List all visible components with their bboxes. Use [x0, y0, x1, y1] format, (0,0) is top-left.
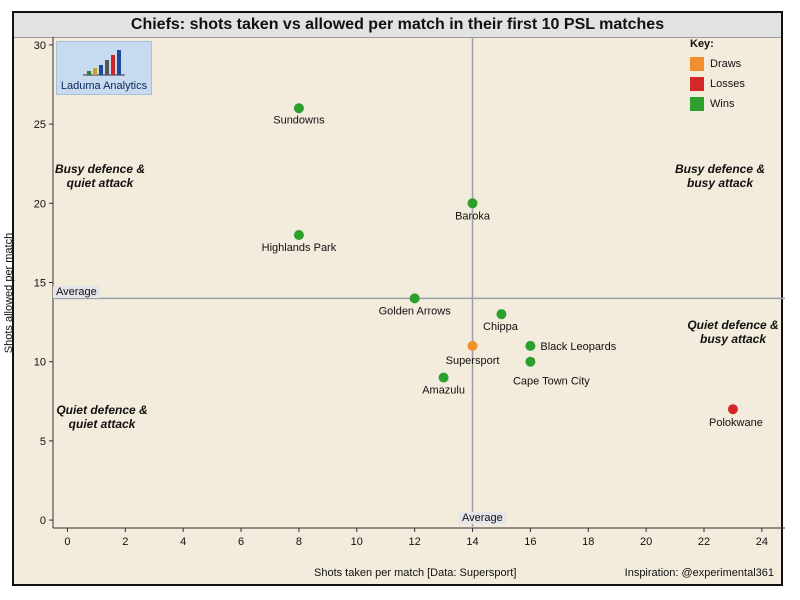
x-tick-label: 14 — [466, 536, 478, 548]
quadrant-label-top-right: Busy defence & busy attack — [655, 162, 785, 190]
y-tick-label: 20 — [34, 198, 46, 210]
legend-item-losses: Losses — [690, 74, 770, 94]
credit-text: Inspiration: @experimental361 — [624, 567, 774, 579]
quadrant-bottom-right-line-2: busy attack — [699, 332, 767, 346]
logo-bar — [93, 68, 97, 75]
legend-label-draws: Draws — [710, 58, 742, 70]
bar-chart-icon — [83, 50, 125, 76]
logo-text: Laduma Analytics — [60, 80, 148, 92]
point-label: Golden Arrows — [379, 305, 452, 317]
scatter-point — [496, 309, 507, 320]
x-tick-label: 16 — [524, 536, 536, 548]
y-tick-label: 25 — [34, 119, 46, 131]
logo-bar — [87, 71, 91, 75]
quadrant-top-right-line-2: busy attack — [686, 176, 754, 190]
point-label: Cape Town City — [513, 376, 590, 388]
quadrant-bottom-left-line-1: Quiet defence & — [56, 403, 148, 417]
legend-item-wins: Wins — [690, 94, 770, 114]
quadrant-bottom-right-line-1: Quiet defence & — [687, 318, 779, 332]
average-label-horizontal: Average — [53, 286, 100, 298]
scatter-point — [467, 198, 478, 209]
quadrant-bottom-left-line-2: quiet attack — [68, 417, 136, 431]
legend-label-losses: Losses — [710, 78, 745, 90]
x-tick-label: 0 — [64, 536, 70, 548]
point-label: Highlands Park — [262, 242, 337, 254]
scatter-point — [293, 229, 304, 240]
scatter-point — [525, 340, 536, 351]
quadrant-top-right-line-1: Busy defence & — [674, 162, 766, 176]
x-axis-caption: Shots taken per match [Data: Supersport] — [314, 567, 517, 579]
x-tick-label: 20 — [640, 536, 652, 548]
point-label: Black Leopards — [540, 341, 616, 353]
point-label: Sundowns — [273, 114, 325, 126]
x-tick-label: 8 — [296, 536, 302, 548]
quadrant-label-top-left: Busy defence & quiet attack — [35, 162, 165, 190]
x-tick-label: 6 — [238, 536, 244, 548]
legend-swatch-losses — [690, 77, 704, 91]
x-tick-label: 4 — [180, 536, 186, 548]
quadrant-top-left-line-2: quiet attack — [66, 176, 134, 190]
point-label: Polokwane — [709, 417, 763, 429]
scatter-point — [438, 372, 449, 383]
point-label: Amazulu — [422, 385, 465, 397]
scatter-point — [293, 103, 304, 114]
quadrant-top-left-line-1: Busy defence & — [54, 162, 146, 176]
y-tick-label: 0 — [40, 515, 46, 527]
logo-bar — [99, 65, 103, 75]
logo-bar — [105, 60, 109, 75]
quadrant-label-bottom-right: Quiet defence & busy attack — [668, 318, 798, 346]
legend-swatch-draws — [690, 57, 704, 71]
point-label: Chippa — [483, 321, 519, 333]
chart-title: Chiefs: shots taken vs allowed per match… — [14, 13, 781, 38]
y-tick-label: 30 — [34, 40, 46, 52]
x-tick-label: 2 — [122, 536, 128, 548]
legend-label-wins: Wins — [710, 98, 735, 110]
x-tick-label: 18 — [582, 536, 594, 548]
x-tick-label: 12 — [409, 536, 421, 548]
scatter-point — [409, 293, 420, 304]
x-tick-label: 22 — [698, 536, 710, 548]
average-label-vertical: Average — [459, 512, 506, 524]
legend-swatch-wins — [690, 97, 704, 111]
y-tick-label: 15 — [34, 278, 46, 290]
y-tick-label: 5 — [40, 436, 46, 448]
quadrant-label-bottom-left: Quiet defence & quiet attack — [37, 403, 167, 431]
x-tick-label: 24 — [756, 536, 768, 548]
point-label: Baroka — [455, 210, 491, 222]
scatter-point — [467, 340, 478, 351]
scatter-point — [727, 404, 738, 415]
legend: Key: Draws Losses Wins — [690, 38, 770, 114]
logo-bar — [117, 50, 121, 75]
laduma-analytics-logo: Laduma Analytics — [56, 41, 152, 95]
scatter-point — [525, 356, 536, 367]
legend-item-draws: Draws — [690, 54, 770, 74]
legend-title: Key: — [690, 38, 714, 50]
logo-bar — [111, 55, 115, 75]
point-label: Supersport — [446, 355, 500, 367]
y-tick-label: 10 — [34, 357, 46, 369]
x-tick-label: 10 — [351, 536, 363, 548]
